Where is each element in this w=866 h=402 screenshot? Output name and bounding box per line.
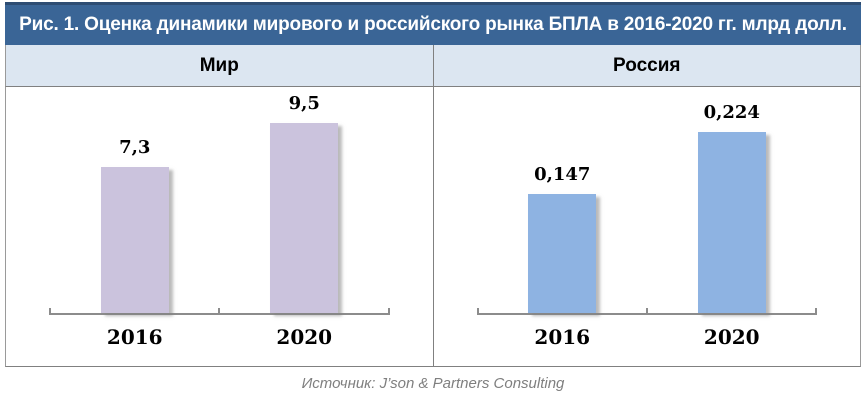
axis-tick [476, 308, 479, 315]
figure-title-bar: Рис. 1. Оценка динамики мирового и росси… [5, 2, 861, 45]
axis-tick [645, 308, 648, 315]
charts: 7,3 2016 9,5 2020 0,147 2016 0,224 2020 [5, 87, 861, 367]
chart-panel-russia: 0,147 2016 0,224 2020 [432, 87, 861, 366]
bar-russia-2016 [528, 194, 597, 313]
axis-tick [815, 308, 817, 315]
panel-header-world: Мир [6, 45, 433, 86]
bar-russia-2020 [697, 132, 766, 313]
axis-tick [49, 308, 51, 315]
x-axis [476, 308, 817, 315]
source-row: Источник: J’son & Partners Consulting [5, 367, 861, 400]
figure-title: Рис. 1. Оценка динамики мирового и росси… [19, 14, 847, 35]
bar-value-label: 0,224 [703, 102, 760, 123]
x-tick-label: 2020 [276, 325, 333, 349]
bar-value-label: 7,3 [119, 137, 151, 158]
x-tick-label: 2020 [703, 325, 760, 349]
panel-header-russia-label: Россия [613, 54, 681, 76]
axis-tick [218, 308, 221, 315]
panel-header-russia: Россия [432, 45, 861, 86]
chart-panel-world: 7,3 2016 9,5 2020 [6, 87, 433, 366]
bar-value-label: 9,5 [288, 93, 320, 114]
x-axis [49, 308, 390, 315]
panel-header-world-label: Мир [199, 54, 239, 76]
bar-value-label: 0,147 [534, 164, 591, 185]
source-text: Источник: J’son & Partners Consulting [301, 375, 565, 392]
x-tick-label: 2016 [106, 325, 163, 349]
bar-world-2020 [270, 123, 339, 313]
axis-tick [387, 308, 390, 315]
panel-headers: Мир Россия [5, 45, 861, 87]
figure-bpla-market: Рис. 1. Оценка динамики мирового и росси… [5, 2, 861, 400]
x-tick-label: 2016 [534, 325, 591, 349]
bar-world-2016 [100, 167, 169, 313]
